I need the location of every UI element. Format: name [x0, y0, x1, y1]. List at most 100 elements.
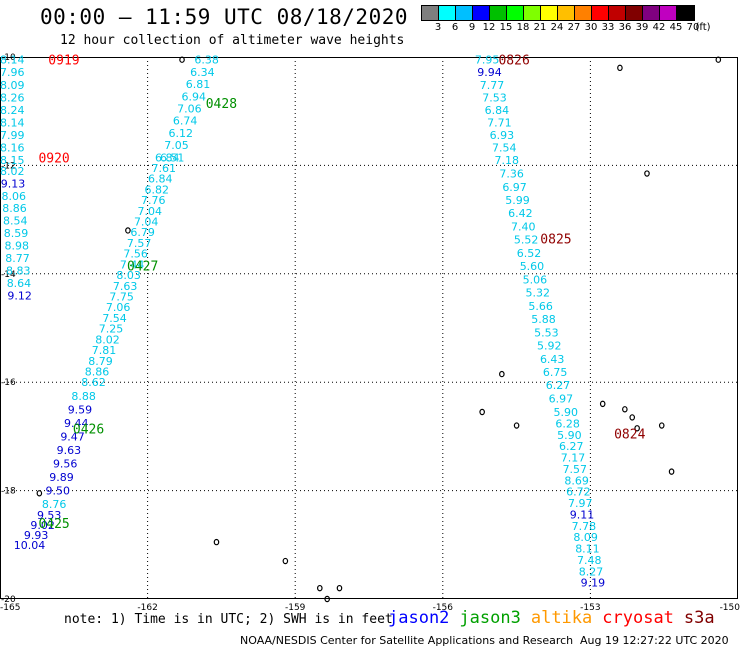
wave-height-value: 8.26: [0, 91, 25, 104]
color-swatch: [592, 6, 609, 20]
wave-height-value: 6.42: [508, 207, 533, 220]
wave-height-value: 6.84: [155, 151, 180, 164]
wave-height-value: 9.13: [1, 177, 26, 190]
wave-height-color-scale: [421, 5, 695, 21]
wave-height-value: 7.56: [123, 248, 148, 261]
wave-height-value: 6.97: [502, 181, 527, 194]
island-outline: [479, 408, 485, 416]
wave-height-value: 6.51: [160, 151, 185, 164]
wave-height-value: 8.98: [4, 240, 29, 253]
color-scale-label: 6: [451, 22, 459, 33]
wave-height-value: 8.88: [71, 390, 96, 403]
wave-height-value: 9.89: [49, 471, 74, 484]
wave-height-value: 7.57: [127, 237, 152, 250]
color-swatch: [541, 6, 558, 20]
wave-height-value: 9.11: [570, 508, 595, 521]
wave-height-value: 8.09: [573, 531, 598, 544]
wave-height-value: 7.57: [563, 463, 588, 476]
wave-height-value: 7.06: [177, 102, 202, 115]
island-outline: [629, 414, 636, 421]
wave-height-value: 9.12: [7, 289, 32, 302]
color-scale-label: 21: [533, 22, 547, 33]
wave-height-value: 5.32: [525, 287, 550, 300]
color-scale-label: (ft): [695, 22, 711, 33]
wave-height-value: 7.04: [137, 205, 162, 218]
island-outline: [179, 56, 185, 63]
pass-time-label: 0425: [38, 517, 69, 532]
longitude-label: -153: [580, 603, 600, 613]
wave-height-value: 5.06: [523, 273, 548, 286]
wave-height-value: 8.24: [0, 104, 25, 117]
wave-height-value: 5.60: [520, 260, 545, 273]
wave-height-value: 7.48: [577, 554, 602, 567]
color-swatch: [507, 6, 524, 20]
color-scale-label: 36: [618, 22, 632, 33]
color-scale-label: 9: [468, 22, 476, 33]
longitude-label: -165: [0, 603, 20, 613]
map-note: note: 1) Time is in UTC; 2) SWH is in fe…: [64, 612, 393, 627]
color-swatch: [422, 6, 439, 20]
wave-height-value: 9.94: [477, 66, 502, 79]
island-outline: [336, 584, 343, 592]
wave-height-value: 9.19: [581, 577, 606, 590]
latitude-label: -16: [1, 378, 16, 388]
color-swatch: [660, 6, 677, 20]
wave-height-value: 9.47: [60, 430, 85, 443]
wave-height-value: 6.93: [490, 129, 515, 142]
wave-height-value: 6.27: [546, 379, 571, 392]
wave-height-value: 5.52: [514, 234, 539, 247]
color-scale-label: 24: [550, 22, 564, 33]
wave-height-value: 6.34: [190, 66, 215, 79]
wave-height-value: 8.86: [85, 365, 110, 378]
legend-item-cryosat: cryosat: [602, 608, 674, 628]
wave-height-value: 9.59: [68, 403, 93, 416]
wave-height-value: 7.54: [492, 141, 517, 154]
island-outline: [617, 64, 623, 72]
color-swatch: [626, 6, 643, 20]
color-swatch: [558, 6, 575, 20]
wave-height-value: 7.76: [141, 194, 166, 207]
wave-height-value: 6.97: [549, 392, 574, 405]
color-swatch: [439, 6, 456, 20]
color-swatch: [677, 6, 694, 20]
wave-height-value: 5.90: [554, 406, 579, 419]
wave-height-value: 5.92: [537, 340, 562, 353]
longitude-label: -150: [720, 603, 740, 613]
wave-height-value: 8.15: [0, 154, 25, 167]
latitude-label: -12: [1, 161, 16, 171]
color-swatch: [490, 6, 507, 20]
pass-time-label: 0826: [498, 54, 529, 69]
color-swatch: [575, 6, 592, 20]
wave-height-value: 9.63: [57, 444, 82, 457]
wave-height-value: 6.75: [543, 366, 568, 379]
wave-height-value: 7.99: [0, 129, 25, 142]
legend-item-jason3: jason3: [459, 608, 521, 628]
wave-height-value: 5.53: [534, 326, 559, 339]
wave-height-value: 8.64: [7, 277, 32, 290]
color-scale-label: 15: [499, 22, 513, 33]
wave-height-value: 7.78: [572, 520, 597, 533]
color-scale-label: 42: [652, 22, 666, 33]
legend-item-altika: altika: [530, 608, 593, 628]
wave-height-value: 8.83: [6, 265, 31, 278]
island-outline: [213, 538, 220, 546]
color-scale-label: 18: [516, 22, 530, 33]
wave-height-value: 7.04: [134, 216, 159, 229]
wave-height-value: 7.17: [561, 452, 586, 465]
wave-height-value: 8.02: [95, 333, 120, 346]
wave-height-value: 6.43: [540, 353, 565, 366]
wave-height-value: 9.50: [46, 485, 71, 498]
latitude-label: -18: [1, 487, 16, 497]
legend-item-s3a: s3a: [683, 608, 715, 628]
island-outline: [634, 425, 640, 432]
wave-height-value: 8.03: [116, 269, 141, 282]
wave-height-value: 9.02: [30, 519, 55, 532]
color-swatch: [456, 6, 473, 20]
color-swatch: [609, 6, 626, 20]
island-outline: [715, 56, 722, 63]
color-swatch: [524, 6, 541, 20]
page-subtitle: 12 hour collection of altimeter wave hei…: [60, 33, 405, 48]
color-scale-label: 12: [482, 22, 496, 33]
island-outline: [668, 468, 675, 475]
